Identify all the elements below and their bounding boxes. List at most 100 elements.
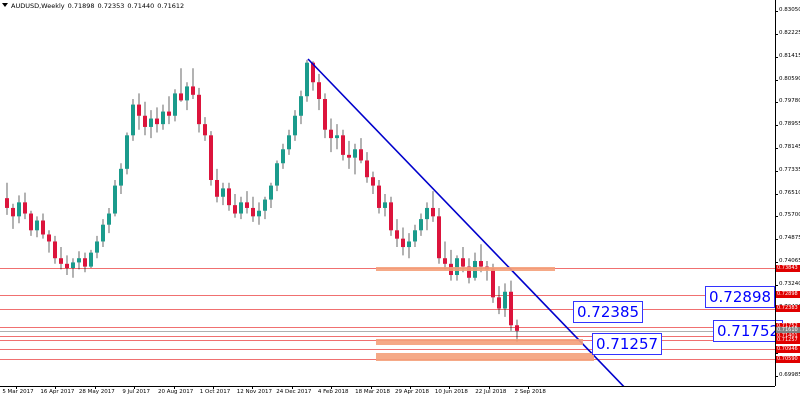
candle-body (149, 118, 153, 127)
candle-body (419, 219, 423, 231)
time-tick-mark (16, 386, 17, 389)
price-tick-label: 0.78145 (779, 144, 800, 151)
time-axis[interactable]: 5 Mar 2017 16 Apr 2017 28 May 2017 9 Jul 20… (0, 386, 800, 400)
candle-body (455, 258, 459, 275)
price-tick-label: 0.76510 (779, 189, 800, 196)
candle-body (131, 104, 135, 136)
support-zone-lower (376, 353, 594, 361)
time-tick-label: 22 Jul 2018 (475, 389, 507, 395)
price-tick-label: 0.74065 (779, 257, 800, 264)
candle-body (467, 266, 471, 278)
time-tick-label: 2 Sep 2018 (514, 389, 546, 395)
level-price-tag: 0.71610 (776, 327, 800, 335)
candle-body (437, 216, 441, 259)
price-tick-label: 0.81415 (779, 52, 800, 59)
price-tick-mark (775, 375, 778, 377)
time-tick-mark (528, 386, 530, 389)
chart-info-bar: AUDUSD,Weekly 0.71898 0.72353 0.71440 0.7161… (2, 1, 187, 12)
level-price-tag: 0.70946 (776, 345, 800, 353)
price-tick-label: 0.74875 (779, 235, 800, 242)
price-tick-label: 0.73240 (779, 281, 800, 288)
dropdown-triangle-icon[interactable] (2, 3, 8, 7)
candle-body (221, 188, 225, 197)
price-tick-mark (775, 193, 778, 195)
price-tick-label: 0.69985 (779, 371, 800, 378)
time-tick-label: 18 Mar 2018 (355, 389, 391, 395)
level-price-tag: 0.71257 (776, 336, 800, 344)
level-price-tag: 0.71752 (776, 323, 800, 331)
candle-body (257, 210, 261, 217)
price-tick-label: 0.80590 (779, 75, 800, 82)
candle-body (179, 93, 183, 101)
candle-body (365, 160, 369, 178)
candle-body (125, 135, 129, 169)
candle-body (209, 135, 213, 181)
candle-body (383, 202, 387, 208)
time-tick-label: 5 Mar 2017 (2, 389, 34, 395)
candle-body (107, 213, 111, 225)
time-tick-mark (173, 386, 175, 389)
candle-body (5, 198, 9, 208)
annotation-label-72385: 0.72385 (573, 301, 644, 323)
candle-body (95, 241, 99, 253)
time-tick-mark (291, 386, 293, 389)
candle-body (215, 180, 219, 197)
candle-body (11, 207, 15, 217)
candle-body (407, 241, 411, 248)
price-axis-border (775, 0, 776, 386)
candle-body (185, 86, 189, 101)
price-tick-label: 0.75700 (779, 212, 800, 219)
time-tick-mark (252, 386, 254, 389)
symbol-label: AUDUSD,Weekly (11, 2, 65, 10)
price-tick-label: 0.79780 (779, 98, 800, 105)
candle-body (263, 199, 267, 211)
candle-body (461, 258, 465, 267)
candle-body (47, 234, 51, 242)
candle-body (311, 62, 315, 83)
annotation-label-71257: 0.71257 (592, 333, 663, 355)
level-price-tag: 0.72383 (776, 305, 800, 313)
high-value: 0.72353 (97, 2, 125, 10)
candle-body (203, 124, 207, 136)
price-chart[interactable] (0, 0, 775, 386)
time-tick-label: 9 Jul 2017 (122, 389, 151, 395)
candle-body (17, 202, 21, 217)
candle-body (371, 177, 375, 186)
candle-body (425, 207, 429, 220)
candle-body (269, 185, 273, 200)
time-tick-label: 24 Dec 2017 (276, 389, 312, 395)
price-tick-mark (775, 11, 778, 12)
candle-body (491, 269, 495, 298)
time-tick-mark (488, 386, 490, 389)
price-tick-mark (775, 216, 778, 218)
time-tick-mark (370, 386, 372, 389)
candle-body (287, 135, 291, 150)
candle-body (515, 325, 519, 331)
annotation-label-71752: 0.71752 (713, 320, 784, 342)
price-tick-label: 0.83050 (779, 7, 800, 13)
candle-body (29, 213, 33, 231)
price-tick-label: 0.78955 (779, 121, 800, 128)
candle-body (155, 118, 159, 125)
candle-body (251, 207, 255, 217)
candle-body (53, 241, 57, 259)
candle-body (83, 258, 87, 267)
price-tick-mark (775, 170, 778, 172)
trend-line[interactable] (307, 58, 630, 386)
candle-body (137, 104, 141, 116)
low-value: 0.71440 (127, 2, 155, 10)
support-zone-upper (376, 339, 583, 345)
candle-body (503, 291, 507, 309)
candle-body (35, 220, 39, 231)
candle-body (23, 202, 27, 214)
level-price-tag: 0.72898 (776, 291, 800, 299)
chart-area[interactable]: AUDUSD,Weekly 0.71898 0.72353 0.71440 0.7161… (0, 0, 784, 386)
candle-body (233, 205, 237, 214)
candle-body (191, 86, 195, 95)
candle-body (143, 115, 147, 127)
candle-body (395, 230, 399, 239)
time-tick-mark (213, 386, 214, 389)
price-tick-label: 0.77335 (779, 166, 800, 173)
candle-body (59, 258, 63, 264)
time-tick-label: 29 Apr 2018 (394, 389, 430, 395)
